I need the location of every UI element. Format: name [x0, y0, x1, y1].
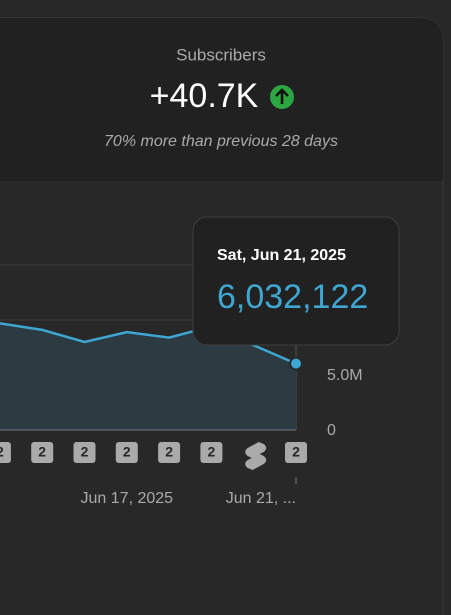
up-arrow [275, 88, 289, 104]
tooltip [192, 216, 400, 346]
tooltip-value: 6,032,122 [217, 278, 368, 316]
x-tick-label: Jun 21, ... [226, 490, 296, 507]
video-badge [0, 442, 11, 463]
y-tick-label: 0 [327, 422, 336, 439]
video-badge [31, 442, 54, 463]
video-badge [115, 442, 138, 463]
metric-value: +40.7K [150, 77, 259, 115]
video-badge [285, 442, 307, 463]
metric-note: 70% more than previous 28 days [104, 133, 338, 150]
video-badge [73, 442, 96, 463]
chart: 0 5.0M 2 2 2 2 2 2 2 Jun 17, 2025 Jun 21, ... Sat, … [0, 216, 400, 507]
video-badge-label: 2 [208, 444, 216, 460]
video-badge [200, 442, 223, 463]
video-badge-label: 2 [81, 444, 89, 460]
video-badge-label: 2 [165, 444, 173, 460]
x-tick-label: Jun 17, 2025 [81, 490, 174, 507]
summary-card[interactable] [0, 18, 443, 181]
video-badge [158, 442, 181, 463]
shorts-icon [245, 442, 267, 470]
point [289, 356, 303, 371]
y-tick-label: 5.0M [327, 367, 363, 384]
video-badge-label: 2 [38, 444, 46, 460]
area-fill [0, 323, 296, 430]
video-badge-label: 2 [123, 444, 131, 460]
video-badge-label: 2 [0, 444, 4, 460]
tooltip-title: Sat, Jun 21, 2025 [217, 247, 346, 264]
video-badge-label: 2 [292, 444, 300, 460]
metric-label: Subscribers [176, 45, 266, 64]
